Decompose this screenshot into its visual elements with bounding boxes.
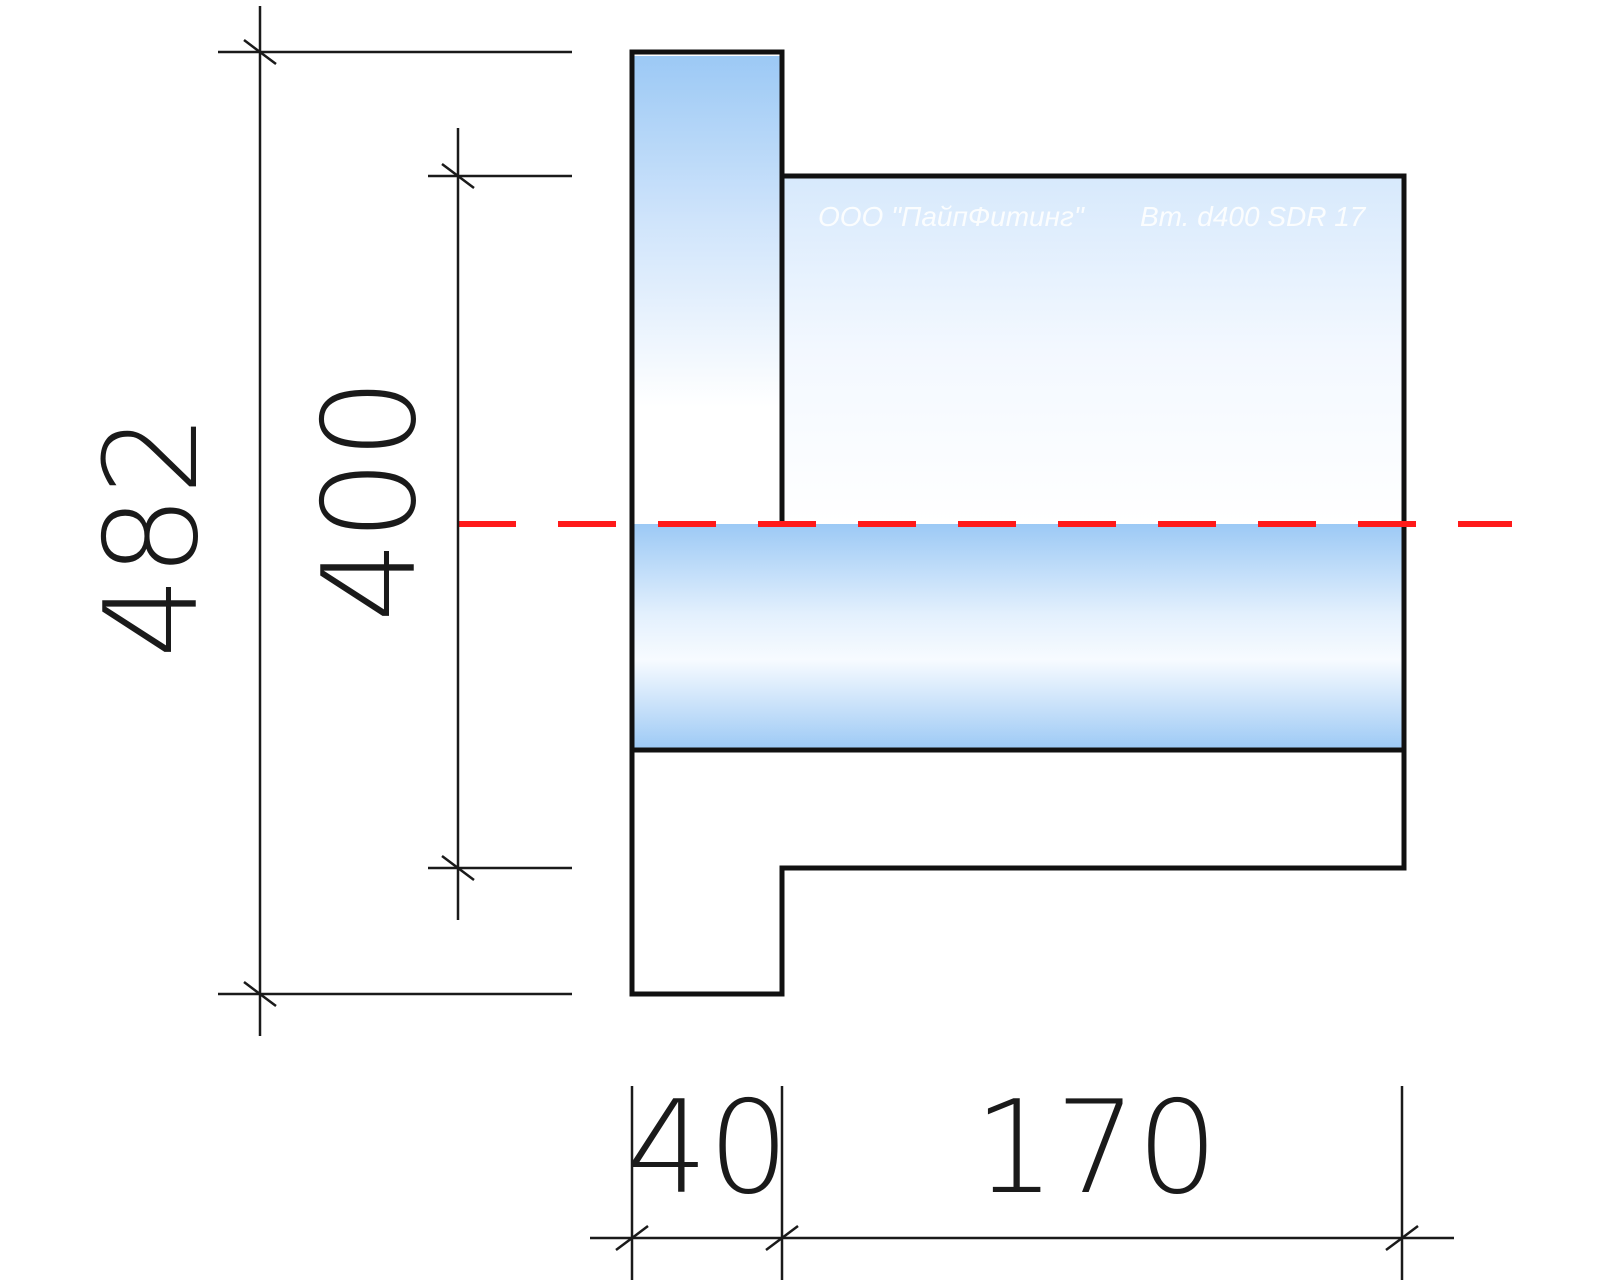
manufacturer-marking: ООО "ПайпФитинг" <box>818 201 1085 232</box>
flange-shading <box>634 56 780 524</box>
product-marking: Вт. d400 SDR 17 <box>1140 201 1367 232</box>
dimension-40-label: 40 <box>627 1074 790 1223</box>
dimension-inner-diameter: 400 <box>296 128 572 920</box>
dimension-170-label: 170 <box>974 1074 1218 1223</box>
dimension-overall-height: 482 <box>78 6 572 1036</box>
dimension-482-label: 482 <box>78 414 227 658</box>
bore-band-shading <box>634 524 1404 750</box>
dimension-lengths: 40 170 <box>590 1074 1454 1280</box>
body-top-shading <box>782 177 1404 524</box>
flange-adapter-outline <box>629 49 1407 997</box>
dimension-400-label: 400 <box>296 378 445 622</box>
